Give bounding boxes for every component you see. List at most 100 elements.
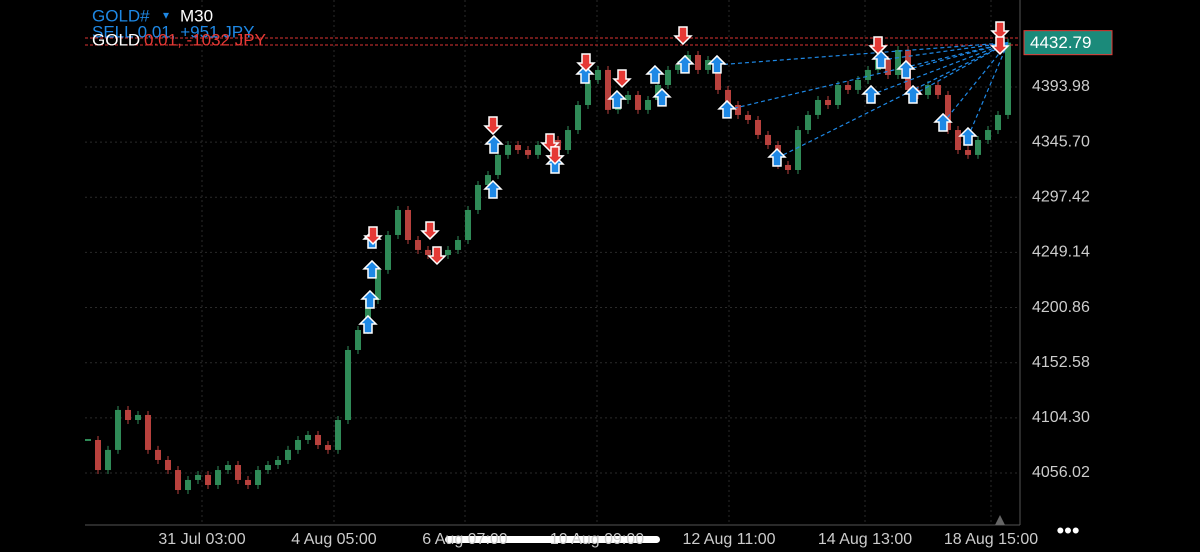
candle [395, 209, 401, 235]
candle [445, 249, 451, 255]
candle [735, 105, 741, 115]
candle [985, 130, 991, 140]
candle [295, 439, 301, 450]
candle [715, 60, 721, 90]
dropdown-icon[interactable]: ▾ [163, 8, 169, 22]
candle [805, 114, 811, 131]
sell-arrow [612, 69, 632, 89]
candle [385, 234, 391, 270]
candle [935, 85, 941, 95]
position-label: SELL 0.01, +951 JPY [92, 22, 254, 41]
buy-arrow [871, 49, 891, 69]
candle [595, 69, 601, 81]
trade-link [776, 42, 1009, 159]
trade-link [870, 42, 1009, 96]
candle [625, 94, 631, 100]
candle [745, 114, 751, 120]
candle [115, 409, 121, 450]
candle [925, 85, 931, 95]
candle [255, 470, 261, 485]
candle [785, 164, 791, 171]
sell-arrow [363, 226, 383, 246]
buy-arrow [903, 84, 923, 104]
candle [425, 249, 431, 255]
trade-link [726, 42, 1009, 111]
x-tick-label: 6 Aug 07:00 [422, 531, 508, 548]
candle [555, 139, 561, 151]
symbol[interactable]: GOLD# [92, 6, 150, 25]
candle [795, 130, 801, 171]
candle [565, 130, 571, 151]
buy-arrow [575, 64, 595, 84]
buy-arrow [767, 147, 787, 167]
buy-arrow [717, 99, 737, 119]
candle [205, 474, 211, 485]
candle [975, 139, 981, 155]
trade-link [942, 42, 1009, 124]
candle [485, 175, 491, 185]
y-tick-label: 4104.30 [1032, 409, 1090, 426]
sell-arrow [420, 221, 440, 241]
buy-arrow [483, 179, 503, 199]
current-price-box [1023, 30, 1113, 56]
sell-arrow [427, 246, 447, 266]
sell-arrow [576, 53, 596, 73]
x-tick-label: 4 Aug 05:00 [291, 531, 377, 548]
sell-arrow [990, 21, 1010, 41]
candle [535, 144, 541, 155]
candle [525, 150, 531, 155]
y-tick-label: 4345.70 [1032, 133, 1090, 150]
candle [475, 184, 481, 210]
candle [265, 465, 271, 471]
candle [305, 434, 311, 440]
x-tick-label: 12 Aug 11:00 [682, 531, 775, 548]
candle [965, 150, 971, 155]
candle [675, 64, 681, 70]
candle [465, 209, 471, 241]
candle [415, 240, 421, 250]
candle [835, 85, 841, 106]
candle [95, 439, 101, 471]
plot-area [85, 0, 1020, 525]
timeframe[interactable]: M30 [180, 6, 213, 25]
candle [375, 269, 381, 300]
candle [855, 80, 861, 90]
candle [315, 434, 321, 446]
candle [245, 479, 251, 485]
x-tick-label: 14 Aug 13:00 [818, 531, 912, 548]
buy-arrow [652, 87, 672, 107]
candle [645, 99, 651, 110]
candle [635, 94, 641, 110]
buy-arrow [358, 314, 378, 334]
candle [945, 94, 951, 131]
candle [275, 459, 281, 466]
candle [235, 465, 241, 480]
candle [455, 240, 461, 250]
candle [605, 69, 611, 110]
candle [815, 99, 821, 115]
trade-link [880, 42, 1009, 61]
candle [125, 409, 131, 421]
candle [345, 349, 351, 421]
scroll-bar[interactable] [445, 536, 660, 543]
candle [335, 420, 341, 450]
candle [225, 465, 231, 471]
more-button[interactable]: ••• [1056, 518, 1079, 543]
sell-arrow [868, 36, 888, 56]
x-tick-label: 18 Aug 15:00 [944, 531, 1038, 548]
candle [865, 69, 871, 81]
candle [515, 144, 521, 151]
position-symbol: GOLD [92, 30, 140, 49]
candle [105, 449, 111, 471]
candle [705, 60, 711, 70]
buy-arrow [933, 112, 953, 132]
y-tick-label: 4249.14 [1032, 244, 1090, 261]
candle [765, 134, 771, 145]
sell-arrow [545, 146, 565, 165]
candle [355, 330, 361, 350]
buy-arrow [360, 289, 380, 309]
buy-arrow [896, 59, 916, 79]
candle [165, 459, 171, 471]
candle [495, 154, 501, 176]
